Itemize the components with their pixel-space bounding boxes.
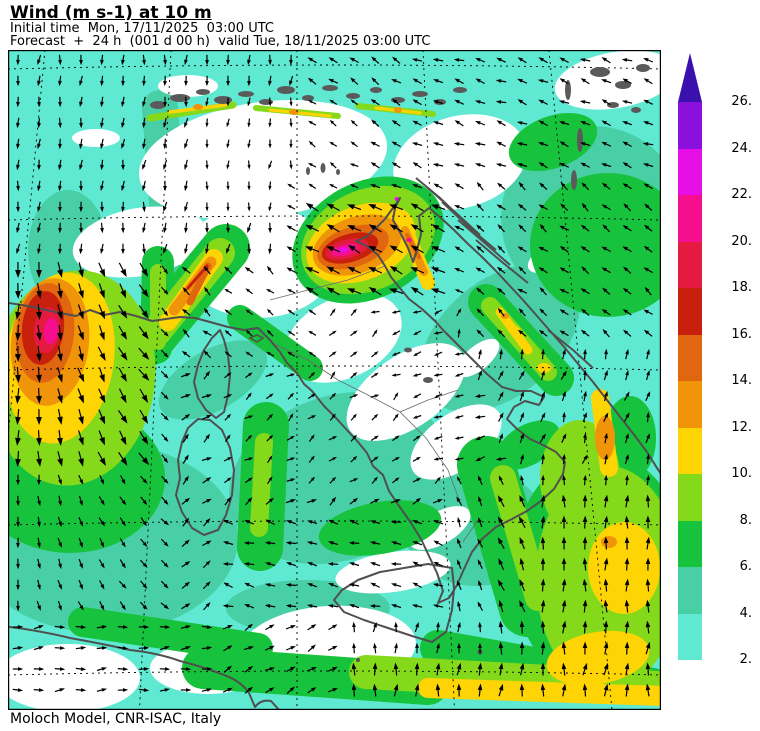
colorbar-over-max-arrow <box>678 53 702 102</box>
colorbar-segment <box>678 613 702 660</box>
wind-map <box>8 50 661 710</box>
colorbar-segment <box>678 102 702 149</box>
terrain-shading <box>150 64 650 383</box>
colorbar-segment <box>678 381 702 428</box>
region-borders <box>269 265 479 543</box>
map-border <box>8 50 661 710</box>
colorbar-segment <box>678 288 702 335</box>
colorbar-tick-label: 12. <box>731 419 752 435</box>
colorbar-tick-label: 2. <box>739 652 752 667</box>
colorbar-tick-label: 22. <box>731 187 752 202</box>
colorbar-tick-label: 20. <box>731 233 752 249</box>
colorbar-tick-label: 4. <box>739 605 752 621</box>
initial-time-line: Initial time Mon, 17/11/2025 03:00 UTC <box>10 21 274 36</box>
colorbar-tick-label: 14. <box>731 373 752 388</box>
page-title: Wind (m s-1) at 10 m <box>10 3 212 23</box>
map-svg <box>8 50 661 710</box>
colorbar-segment <box>678 195 702 242</box>
colorbar-tick-label: 10. <box>731 466 752 481</box>
colorbar-tick-label: 16. <box>731 326 752 342</box>
model-credit: Moloch Model, CNR-ISAC, Italy <box>10 711 222 727</box>
colorbar-segment <box>678 567 702 614</box>
colorbar-segment <box>678 241 702 288</box>
colorbar-tick-label: 24. <box>731 140 752 156</box>
colorbar: 26. 24. 22. 20. 18. 16. 14. 12. 10. 8. 6. 4. 2. <box>678 53 758 673</box>
colorbar-segment <box>678 474 702 521</box>
coastlines <box>8 197 661 710</box>
colorbar-segment <box>678 148 702 195</box>
colorbar-segment <box>678 334 702 381</box>
colorbar-tick-label: 18. <box>731 280 752 295</box>
graticule <box>8 50 661 710</box>
croatian-islands <box>415 177 594 369</box>
colorbar-segment <box>678 427 702 474</box>
colorbar-tick-label: 26. <box>731 94 752 109</box>
colorbar-tick-label: 6. <box>739 559 752 574</box>
colorbar-tick-label: 8. <box>739 512 752 528</box>
forecast-valid-line: Forecast + 24 h (001 d 00 h) valid Tue, … <box>10 34 431 49</box>
wind-arrows <box>12 54 654 697</box>
colorbar-segment <box>678 520 702 567</box>
